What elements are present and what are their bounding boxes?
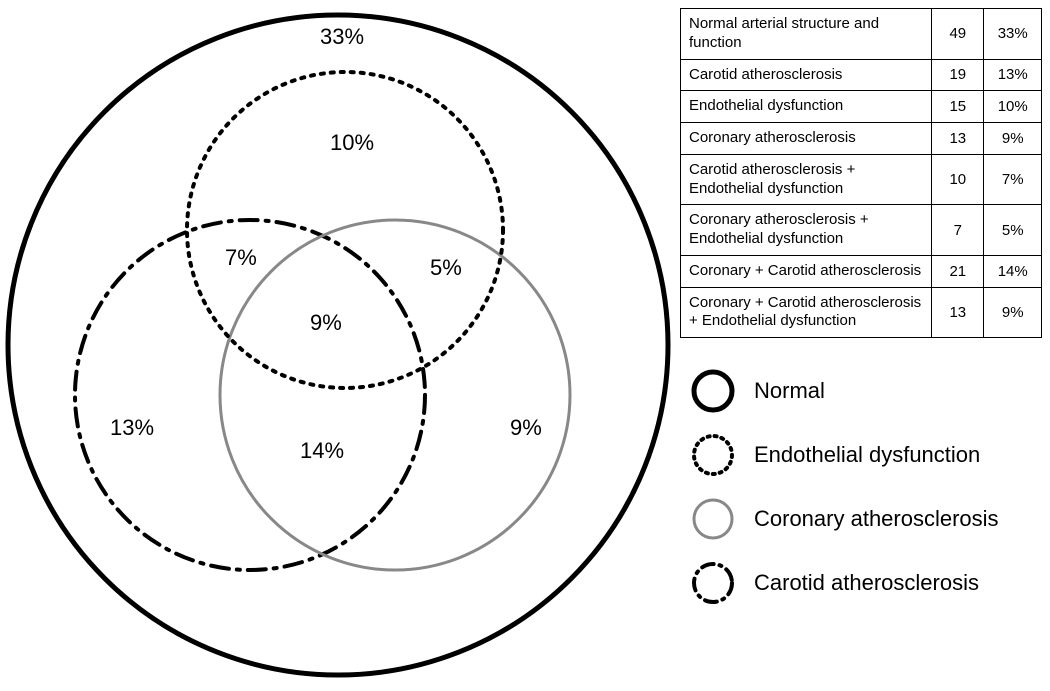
- table-count-cell: 13: [932, 123, 984, 155]
- table-row: Carotid atherosclerosis1913%: [681, 59, 1042, 91]
- legend-label: Coronary atherosclerosis: [754, 506, 999, 532]
- legend-item: Endothelial dysfunction: [690, 432, 1042, 478]
- table-pct-cell: 5%: [984, 205, 1042, 256]
- region-coronary-carotid: 14%: [300, 438, 344, 464]
- table-body: Normal arterial structure and function49…: [681, 9, 1042, 338]
- region-coronary-endothelial: 5%: [430, 255, 462, 281]
- table-row: Coronary atherosclerosis + Endothelial d…: [681, 205, 1042, 256]
- table-row: Endothelial dysfunction1510%: [681, 91, 1042, 123]
- table-pct-cell: 33%: [984, 9, 1042, 60]
- table-row: Carotid atherosclerosis + Endothelial dy…: [681, 154, 1042, 205]
- table-label-cell: Coronary atherosclerosis: [681, 123, 932, 155]
- table-count-cell: 15: [932, 91, 984, 123]
- legend-circle-icon: [690, 432, 736, 478]
- region-carotid: 13%: [110, 415, 154, 441]
- legend-label: Endothelial dysfunction: [754, 442, 980, 468]
- table-count-cell: 7: [932, 205, 984, 256]
- data-table: Normal arterial structure and function49…: [680, 8, 1042, 338]
- legend-circle-icon: [690, 496, 736, 542]
- right-panel: Normal arterial structure and function49…: [680, 0, 1050, 691]
- table-label-cell: Endothelial dysfunction: [681, 91, 932, 123]
- table-row: Coronary + Carotid atherosclerosis + End…: [681, 287, 1042, 338]
- table-count-cell: 21: [932, 255, 984, 287]
- legend-circle-icon: [690, 368, 736, 414]
- carotid-circle: [75, 220, 425, 570]
- table-pct-cell: 9%: [984, 123, 1042, 155]
- table-row: Coronary + Carotid atherosclerosis2114%: [681, 255, 1042, 287]
- region-coronary: 9%: [510, 415, 542, 441]
- table-count-cell: 49: [932, 9, 984, 60]
- table-label-cell: Coronary + Carotid atherosclerosis + End…: [681, 287, 932, 338]
- legend-label: Normal: [754, 378, 825, 404]
- table-pct-cell: 7%: [984, 154, 1042, 205]
- legend-item: Carotid atherosclerosis: [690, 560, 1042, 606]
- table-count-cell: 13: [932, 287, 984, 338]
- table-row: Normal arterial structure and function49…: [681, 9, 1042, 60]
- legend-item: Normal: [690, 368, 1042, 414]
- region-carotid-endothelial: 7%: [225, 245, 257, 271]
- table-pct-cell: 9%: [984, 287, 1042, 338]
- normal-circle: [8, 15, 668, 675]
- legend-label: Carotid atherosclerosis: [754, 570, 979, 596]
- figure-container: 33% 10% 7% 5% 9% 13% 9% 14% Normal arter…: [0, 0, 1050, 691]
- table-count-cell: 19: [932, 59, 984, 91]
- table-row: Coronary atherosclerosis139%: [681, 123, 1042, 155]
- table-label-cell: Coronary + Carotid atherosclerosis: [681, 255, 932, 287]
- region-all-three: 9%: [310, 310, 342, 336]
- table-label-cell: Carotid atherosclerosis: [681, 59, 932, 91]
- region-normal: 33%: [320, 24, 364, 50]
- table-pct-cell: 13%: [984, 59, 1042, 91]
- table-label-cell: Carotid atherosclerosis + Endothelial dy…: [681, 154, 932, 205]
- venn-svg: [0, 0, 680, 691]
- table-label-cell: Normal arterial structure and function: [681, 9, 932, 60]
- table-pct-cell: 14%: [984, 255, 1042, 287]
- venn-diagram: 33% 10% 7% 5% 9% 13% 9% 14%: [0, 0, 680, 691]
- coronary-circle: [220, 220, 570, 570]
- table-count-cell: 10: [932, 154, 984, 205]
- table-pct-cell: 10%: [984, 91, 1042, 123]
- legend: Normal Endothelial dysfunction Coronary at…: [680, 368, 1042, 606]
- table-label-cell: Coronary atherosclerosis + Endothelial d…: [681, 205, 932, 256]
- region-endothelial: 10%: [330, 130, 374, 156]
- legend-item: Coronary atherosclerosis: [690, 496, 1042, 542]
- legend-circle-icon: [690, 560, 736, 606]
